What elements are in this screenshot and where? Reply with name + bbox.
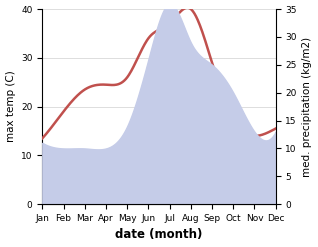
- X-axis label: date (month): date (month): [115, 228, 203, 242]
- Y-axis label: med. precipitation (kg/m2): med. precipitation (kg/m2): [302, 37, 313, 177]
- Y-axis label: max temp (C): max temp (C): [5, 71, 16, 143]
